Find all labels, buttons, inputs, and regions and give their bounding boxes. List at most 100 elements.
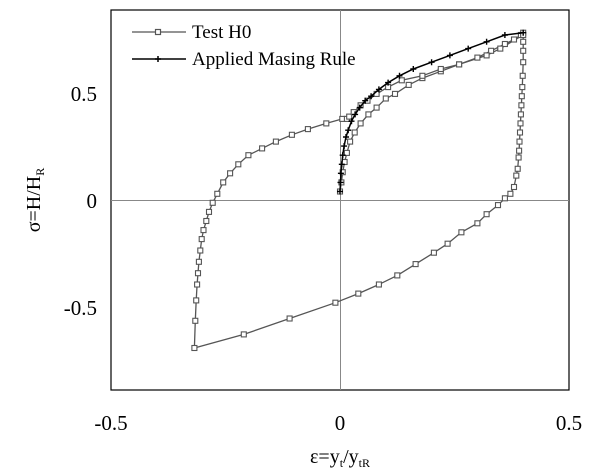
- data-point-test-h0: [412, 261, 419, 268]
- y-axis-label: σ=H/HR: [23, 168, 47, 233]
- data-point-test-h0: [235, 161, 242, 168]
- legend-marker-square: [154, 28, 162, 36]
- data-point-applied-masing-rule: [465, 45, 472, 52]
- data-point-applied-masing-rule: [428, 59, 435, 66]
- data-point-test-h0: [200, 227, 207, 234]
- data-point-test-h0: [517, 120, 524, 127]
- legend-label-masing: Applied Masing Rule: [192, 49, 356, 70]
- x-axis-label-sub1: t: [340, 456, 344, 470]
- data-point-test-h0: [191, 344, 198, 352]
- data-point-test-h0: [373, 104, 380, 111]
- y-tick-label: 0.5: [71, 82, 97, 106]
- x-tick-label: 0.5: [556, 411, 582, 435]
- data-point-applied-masing-rule: [352, 111, 359, 118]
- data-point-applied-masing-rule: [339, 152, 346, 159]
- data-point-test-h0: [520, 47, 527, 54]
- data-point-test-h0: [458, 229, 465, 236]
- data-point-test-h0: [195, 258, 202, 265]
- data-point-test-h0: [365, 111, 372, 118]
- x-tick-label: 0: [335, 411, 346, 435]
- data-point-test-h0: [510, 183, 518, 191]
- data-point-test-h0: [474, 220, 481, 227]
- data-point-test-h0: [355, 290, 362, 297]
- data-point-test-h0: [437, 65, 444, 73]
- data-point-test-h0: [391, 90, 399, 97]
- data-point-applied-masing-rule: [501, 32, 508, 38]
- data-point-test-h0: [205, 208, 213, 215]
- data-point-applied-masing-rule: [337, 188, 343, 195]
- series-applied-masing-rule: [337, 29, 527, 195]
- x-axis-label-mid: /y: [343, 446, 359, 468]
- data-point-test-h0: [346, 113, 353, 120]
- data-point-test-h0: [514, 165, 521, 172]
- data-point-test-h0: [220, 179, 227, 186]
- data-point-test-h0: [494, 202, 502, 209]
- data-point-applied-masing-rule: [337, 179, 344, 186]
- legend-marker-plus: [155, 56, 161, 62]
- data-point-test-h0: [419, 72, 426, 79]
- data-point-test-h0: [520, 38, 527, 45]
- data-point-test-h0: [304, 126, 311, 133]
- data-point-test-h0: [515, 154, 522, 161]
- x-tick-labels: -0.5 0 0.5: [94, 411, 582, 435]
- data-point-test-h0: [516, 138, 523, 145]
- x-axis-label-main: ε=y: [310, 446, 340, 468]
- data-point-test-h0: [483, 52, 490, 59]
- x-tick-label: -0.5: [94, 411, 127, 435]
- data-point-test-h0: [240, 331, 247, 338]
- data-point-applied-masing-rule: [343, 134, 349, 140]
- data-point-test-h0: [193, 297, 200, 304]
- data-point-applied-masing-rule: [368, 93, 375, 100]
- data-point-test-h0: [510, 36, 518, 43]
- data-point-test-h0: [518, 93, 525, 100]
- data-point-test-h0: [227, 170, 234, 177]
- data-point-test-h0: [398, 77, 405, 84]
- data-point-applied-masing-rule: [385, 79, 392, 86]
- y-tick-label: 0: [87, 189, 98, 213]
- data-point-applied-masing-rule: [446, 52, 453, 59]
- data-point-test-h0: [497, 45, 504, 52]
- series-test-h0: [191, 29, 527, 352]
- data-point-test-h0: [518, 102, 525, 109]
- data-point-applied-masing-rule: [520, 29, 527, 36]
- data-point-applied-masing-rule: [345, 127, 352, 134]
- data-point-test-h0: [197, 247, 204, 254]
- data-point-test-h0: [456, 61, 463, 68]
- data-point-test-h0: [488, 47, 495, 54]
- data-point-test-h0: [520, 59, 527, 66]
- data-point-test-h0: [259, 145, 266, 152]
- data-point-test-h0: [245, 152, 252, 159]
- y-tick-label: -0.5: [64, 296, 97, 320]
- data-point-test-h0: [203, 217, 210, 225]
- data-point-applied-masing-rule: [483, 38, 490, 45]
- data-point-test-h0: [288, 131, 295, 138]
- data-point-applied-masing-rule: [348, 118, 355, 125]
- y-axis-label-sub: R: [33, 168, 47, 176]
- data-point-test-h0: [332, 299, 339, 306]
- data-point-applied-masing-rule: [362, 97, 369, 104]
- x-axis-label-sub2: tR: [359, 456, 370, 470]
- data-point-test-h0: [501, 40, 508, 48]
- data-point-test-h0: [192, 317, 199, 324]
- data-point-test-h0: [343, 149, 350, 156]
- data-point-test-h0: [483, 211, 490, 218]
- data-point-test-h0: [394, 272, 401, 279]
- data-point-test-h0: [214, 190, 221, 197]
- data-point-test-h0: [444, 240, 451, 247]
- data-point-applied-masing-rule: [396, 72, 403, 79]
- data-point-test-h0: [347, 138, 354, 145]
- data-point-applied-masing-rule: [337, 170, 344, 177]
- data-point-test-h0: [286, 315, 293, 322]
- x-axis-label: ε=yt/ytR: [310, 446, 370, 470]
- data-point-test-h0: [513, 172, 520, 179]
- data-point-test-h0: [430, 249, 437, 256]
- series-layer: [191, 29, 527, 352]
- data-point-test-h0: [357, 120, 364, 127]
- data-point-test-h0: [501, 195, 508, 202]
- data-point-test-h0: [519, 84, 526, 91]
- data-point-applied-masing-rule: [341, 143, 348, 150]
- data-point-test-h0: [474, 54, 481, 61]
- y-tick-labels: -0.5 0 0.5: [64, 82, 97, 320]
- data-point-applied-masing-rule: [356, 104, 363, 111]
